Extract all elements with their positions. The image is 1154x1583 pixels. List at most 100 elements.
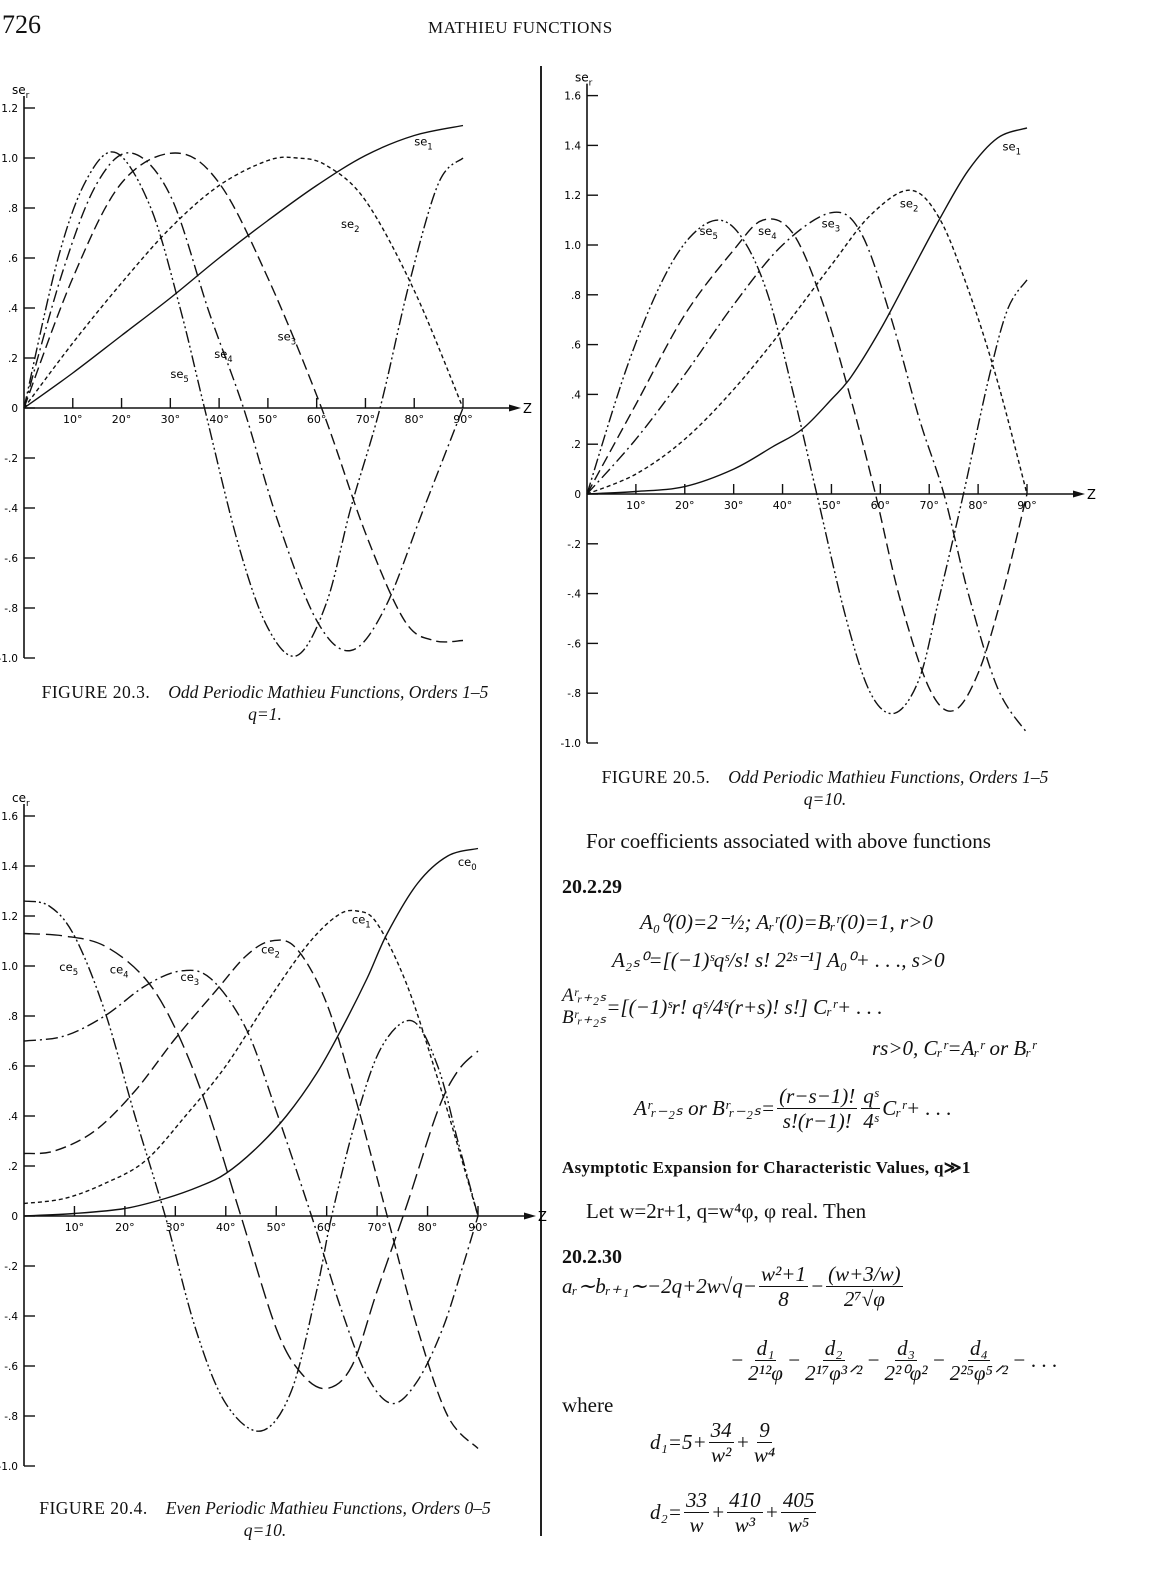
- series-label-ce3: ce3: [180, 970, 199, 988]
- y-tick-label: .6: [8, 1061, 18, 1073]
- equation-tail: Cᵣʳ+ . . .: [882, 1096, 952, 1120]
- denominator: s!(r−1)!: [782, 1109, 852, 1133]
- x-axis-label: Z: [523, 402, 532, 417]
- y-tick-label: -.4: [567, 589, 581, 601]
- x-tick-label: 10°: [626, 499, 646, 512]
- y-tick-label: .2: [571, 439, 581, 451]
- y-tick-label: -1.0: [561, 738, 582, 750]
- series-line-se2: [586, 189, 1028, 495]
- a-coefficient: Aʳᵣ₊₂ₛ: [562, 985, 607, 1006]
- x-tick-label: 50°: [258, 413, 278, 426]
- numerator: d₃: [895, 1336, 917, 1361]
- x-tick-label: 40°: [773, 499, 793, 512]
- y-tick-label: -.8: [567, 688, 581, 700]
- y-tick-label: 1.6: [1, 811, 18, 823]
- equation-20-2-29-line-2: A₂ₛ⁰=[(−1)ˢqˢ/s! s! 2²ˢ⁻¹] A₀⁰+ . . ., s…: [612, 948, 945, 972]
- y-tick-label: 0: [574, 489, 581, 501]
- where-word: where: [562, 1393, 614, 1417]
- x-axis-label: Z: [1087, 488, 1096, 503]
- equation-lhs: Aʳᵣ₋₂ₛ or Bʳᵣ₋₂ₛ=: [634, 1096, 776, 1120]
- fraction: w²+1 8: [758, 1262, 808, 1311]
- figure-subtitle: q=1.: [248, 704, 282, 724]
- equation-lhs: aᵣ∼bᵣ₊₁∼−2q+2w√q−: [562, 1274, 757, 1298]
- y-tick-label: -.6: [4, 1361, 18, 1373]
- x-tick-label: 40°: [209, 413, 229, 426]
- y-tick-label: 1.6: [564, 91, 581, 103]
- b-coefficient: Bʳᵣ₊₂ₛ: [562, 1007, 607, 1028]
- denominator: 2⁷√φ: [843, 1287, 885, 1311]
- section-heading-asymptotic: Asymptotic Expansion for Characteristic …: [562, 1158, 971, 1177]
- series-label-se5: se5: [170, 367, 189, 385]
- numerator: d₂: [822, 1336, 845, 1361]
- x-tick-label: 10°: [65, 1221, 85, 1234]
- y-tick-label: -.6: [4, 553, 18, 565]
- x-tick-label: 20°: [675, 499, 695, 512]
- x-axis-arrow-icon: [1073, 490, 1085, 498]
- minus-sign: −: [809, 1274, 825, 1298]
- series-label-se1: se1: [1003, 139, 1022, 157]
- denominator: w³: [734, 1513, 756, 1537]
- x-tick-label: 30°: [724, 499, 744, 512]
- series-line-se4: [586, 218, 1028, 712]
- y-tick-label: 1.4: [1, 861, 18, 873]
- y-tick-label: -.2: [4, 453, 18, 465]
- x-tick-label: 30°: [161, 413, 181, 426]
- y-tick-label: 1.0: [1, 153, 18, 165]
- y-tick-label: .4: [8, 303, 18, 315]
- equation-20-2-29-line-1: A₀⁰(0)=2⁻½; Aᵣʳ(0)=Bᵣʳ(0)=1, r>0: [640, 910, 933, 934]
- x-tick-label: 40°: [216, 1221, 236, 1234]
- equation-lhs: d₁=5+: [650, 1430, 707, 1454]
- x-tick-label: 70°: [919, 499, 939, 512]
- y-tick-label: 1.4: [564, 140, 581, 152]
- figure-title: Odd Periodic Mathieu Functions, Orders 1…: [168, 682, 489, 702]
- running-head: MATHIEU FUNCTIONS: [428, 18, 613, 37]
- minus-sign: −: [931, 1348, 946, 1372]
- denominator: 2²⁵φ⁵ᐟ²: [949, 1361, 1008, 1385]
- y-tick-label: 1.2: [564, 190, 581, 202]
- denominator: w⁴: [753, 1443, 776, 1467]
- denominator: 2¹²φ: [748, 1361, 783, 1385]
- y-tick-label: 0: [11, 403, 18, 415]
- x-tick-label: 70°: [356, 413, 376, 426]
- caption-figure-20-5: FIGURE 20.5. Odd Periodic Mathieu Functio…: [560, 766, 1090, 810]
- y-tick-label: .2: [8, 353, 18, 365]
- equation-20-2-29-line-5: Aʳᵣ₋₂ₛ or Bʳᵣ₋₂ₛ= (r−s−1)! s!(r−1)! qˢ 4ˢ …: [634, 1084, 952, 1133]
- equation-lhs: d₂=: [650, 1500, 682, 1524]
- x-tick-label: 60°: [317, 1221, 337, 1234]
- y-axis-label: ser: [575, 71, 593, 89]
- series-label-se4: se4: [214, 347, 233, 365]
- fraction: 410 w³: [727, 1488, 763, 1537]
- series-label-ce0: ce0: [458, 855, 477, 873]
- series-label-ce2: ce2: [261, 943, 280, 961]
- series-line-se5: [586, 219, 1028, 715]
- x-axis-arrow-icon: [524, 1212, 536, 1220]
- numerator: w²+1: [758, 1262, 808, 1287]
- series-label-ce4: ce4: [110, 963, 129, 981]
- x-axis-label: Z: [538, 1210, 547, 1225]
- numerator: qˢ: [861, 1084, 881, 1109]
- x-tick-label: 90°: [1017, 499, 1037, 512]
- y-tick-label: .2: [8, 1161, 18, 1173]
- numerator: 410: [727, 1488, 763, 1513]
- denominator: w²: [711, 1443, 732, 1467]
- x-tick-label: 80°: [418, 1221, 438, 1234]
- equation-d2: d₂= 33 w + 410 w³ + 405 w⁵: [650, 1488, 818, 1537]
- series-line-se3: [23, 152, 464, 643]
- x-tick-label: 50°: [822, 499, 842, 512]
- x-tick-label: 20°: [112, 413, 132, 426]
- numerator: (r−s−1)!: [777, 1084, 858, 1109]
- y-tick-label: 1.2: [1, 911, 18, 923]
- y-tick-label: .4: [8, 1111, 18, 1123]
- denominator: 8: [778, 1287, 789, 1311]
- fraction: d₄ 2²⁵φ⁵ᐟ²: [948, 1336, 1010, 1385]
- minus-sign: −: [730, 1348, 745, 1372]
- y-tick-label: .8: [571, 290, 581, 302]
- coefficients-intro: For coefficients associated with above f…: [586, 829, 991, 853]
- equation-20-2-29-line-4: rs>0, Cᵣʳ=Aᵣʳ or Bᵣʳ: [872, 1036, 1037, 1060]
- minus-sign: −: [866, 1348, 881, 1372]
- equation-rhs: =[(−1)ˢr! qˢ/4ˢ(r+s)! s!] Cᵣʳ+ . . .: [606, 994, 883, 1019]
- series-line-ce2: [23, 939, 479, 1450]
- series-label-se2: se2: [341, 217, 360, 235]
- series-line-se5: [23, 151, 464, 657]
